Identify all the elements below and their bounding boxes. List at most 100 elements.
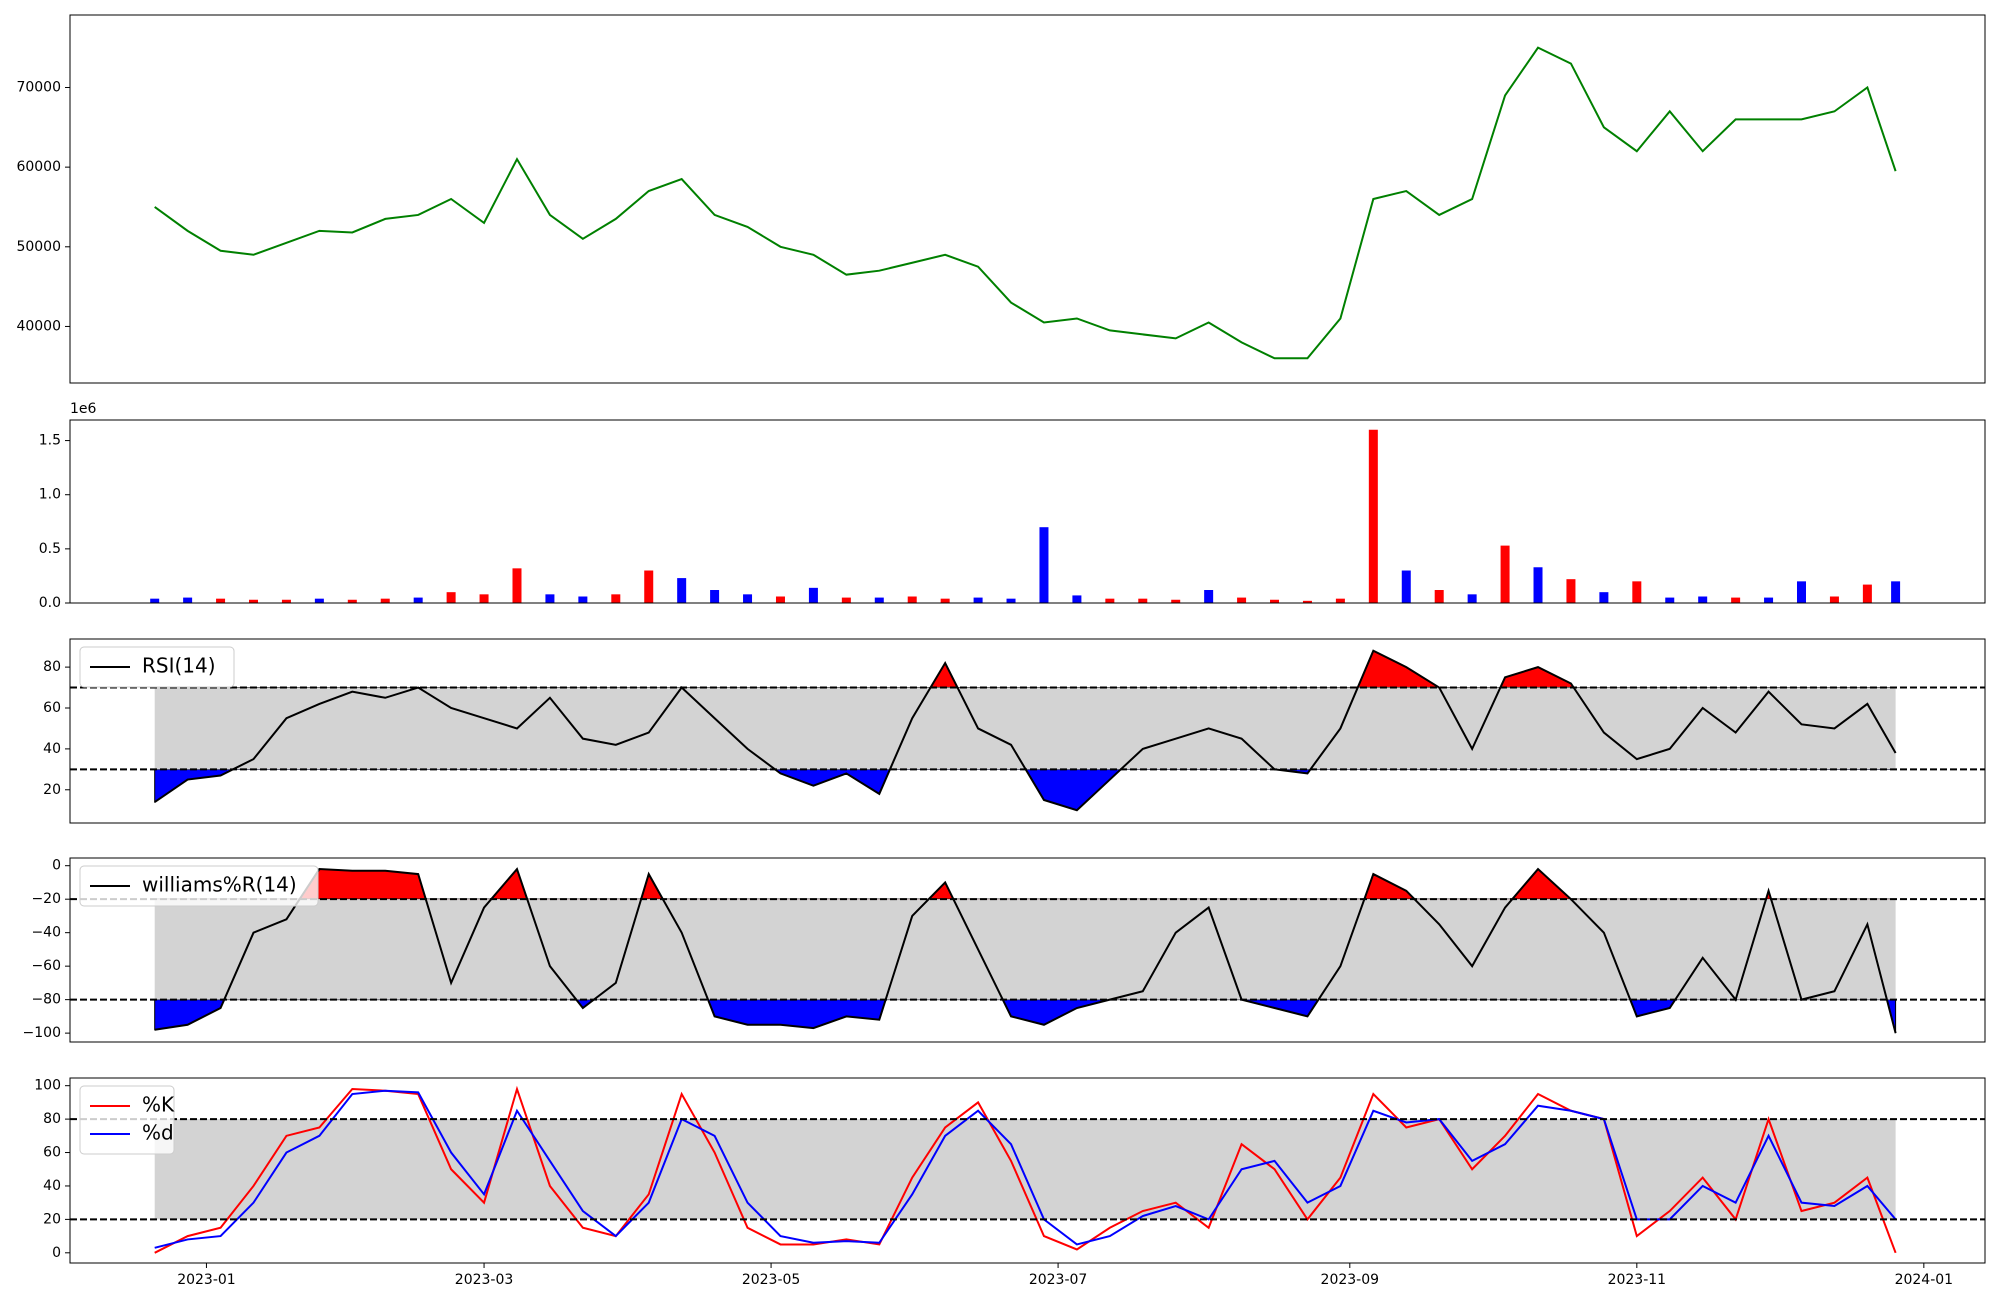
bar [1796, 581, 1806, 603]
series-line [154, 46, 1897, 360]
bar [1006, 598, 1016, 603]
bar [545, 594, 555, 603]
bar [314, 598, 324, 603]
series-line [154, 649, 1897, 812]
legend-box [79, 646, 235, 688]
bar [940, 598, 950, 603]
bar [611, 594, 621, 603]
x-tick-label: 2023-07 [1029, 1272, 1088, 1288]
legend-label: RSI(14) [142, 654, 216, 678]
neutral-band [154, 899, 1896, 1000]
x-tick-label: 2024-01 [1895, 1272, 1954, 1288]
y-tick-label: 1.0 [39, 487, 61, 503]
y-tick-label: 60000 [16, 159, 61, 175]
legend-box [79, 865, 319, 907]
y-tick-label: −40 [31, 925, 61, 941]
panel: 0.0 0.5 1.0 1.5 1e6 [39, 401, 1986, 611]
y-tick-label: −60 [31, 958, 61, 974]
bar [874, 597, 884, 603]
neutral-band [154, 687, 1896, 770]
y-tick-label: −100 [23, 1025, 61, 1041]
bar [1829, 596, 1839, 603]
y-tick-label: 0 [52, 1245, 61, 1261]
y-tick-label: 40 [43, 741, 61, 757]
y-tick-label: 0 [52, 858, 61, 874]
bar [1039, 527, 1049, 603]
legend: %K %d [79, 1085, 175, 1155]
bar [1533, 567, 1543, 603]
bar [775, 596, 785, 603]
bar [1731, 597, 1741, 603]
y-tick-label: 0.5 [39, 541, 61, 557]
y-tick-label: 70000 [16, 79, 61, 95]
bar [150, 598, 160, 603]
y-tick-label: −80 [31, 992, 61, 1008]
x-tick-label: 2023-09 [1321, 1272, 1380, 1288]
panel: 40000 50000 60000 70000 [16, 14, 1986, 384]
y-tick-label: 40000 [16, 318, 61, 334]
y-tick-label: 20 [43, 1211, 61, 1227]
series-line [154, 867, 1897, 1034]
y-tick-label: 1.5 [39, 433, 61, 449]
plot-frame [69, 857, 1986, 1043]
bar [1401, 570, 1411, 603]
bar [1434, 590, 1444, 603]
bar [183, 597, 193, 603]
bar [743, 594, 753, 603]
y-tick-label: 60 [43, 700, 61, 716]
bar [907, 596, 917, 603]
legend: RSI(14) [79, 646, 235, 688]
bar [1204, 590, 1214, 603]
bar [446, 592, 456, 603]
panel: −100 −80 −60 −40 −20 0 williams%R(14) [23, 857, 1986, 1043]
plot-frame [69, 638, 1986, 824]
bar [1862, 584, 1872, 603]
bar [1665, 597, 1675, 603]
y-tick-label: 40 [43, 1178, 61, 1194]
legend-box [79, 1085, 175, 1155]
y-tick-label: −20 [31, 891, 61, 907]
bar [644, 570, 654, 603]
bar [380, 598, 390, 603]
bar [808, 587, 818, 603]
bar [1566, 579, 1576, 603]
y-tick-label: 60 [43, 1145, 61, 1161]
bar [1138, 598, 1148, 603]
x-tick-label: 2023-01 [177, 1272, 236, 1288]
bar [479, 594, 489, 603]
x-tick-label: 2023-05 [742, 1272, 801, 1288]
bar [578, 596, 588, 603]
plot-frame [69, 1077, 1986, 1264]
overbought-fill [154, 868, 1897, 900]
bar [216, 598, 226, 603]
bar [1698, 596, 1708, 603]
neutral-band [154, 1119, 1896, 1220]
axis-offset-label: 1e6 [70, 401, 97, 417]
bar [973, 597, 983, 603]
bar [1270, 599, 1280, 603]
y-tick-label: 0.0 [39, 595, 61, 611]
legend-label: %d [142, 1121, 174, 1145]
plot-frame [69, 14, 1986, 384]
bar [1599, 592, 1609, 603]
legend: williams%R(14) [79, 865, 319, 907]
bar [710, 590, 720, 603]
bar [1105, 598, 1115, 603]
y-tick-label: 80 [43, 659, 61, 675]
legend-label: %K [142, 1093, 175, 1117]
bar [249, 599, 259, 603]
bar [1500, 545, 1510, 603]
bar [1072, 595, 1082, 603]
bar [1467, 594, 1477, 603]
panel: 0 20 40 60 80 100 %K %d 2023-01 2023-03 2023-05 202… [34, 1077, 1986, 1288]
x-tick-label: 2023-03 [455, 1272, 514, 1288]
x-tick-label: 2023-11 [1608, 1272, 1667, 1288]
y-tick-label: 100 [34, 1078, 61, 1094]
bar [1237, 597, 1247, 603]
y-tick-label: 80 [43, 1111, 61, 1127]
y-tick-label: 20 [43, 782, 61, 798]
bar [1335, 598, 1345, 603]
plot-frame [69, 419, 1986, 604]
bar [1764, 597, 1774, 603]
